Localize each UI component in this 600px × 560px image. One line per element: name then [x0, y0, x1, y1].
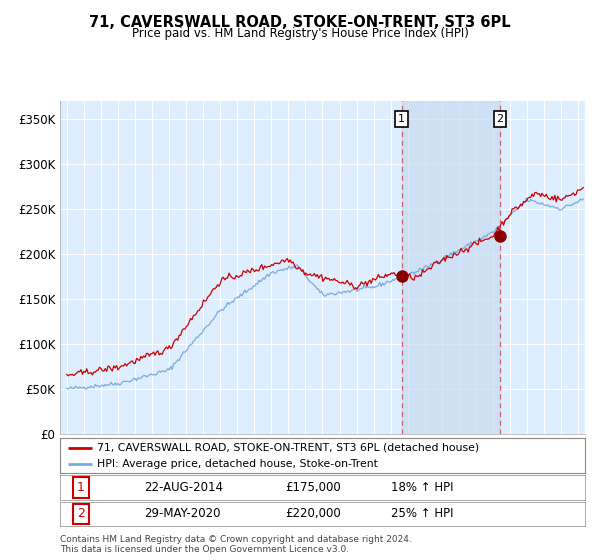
Text: 71, CAVERSWALL ROAD, STOKE-ON-TRENT, ST3 6PL (detached house): 71, CAVERSWALL ROAD, STOKE-ON-TRENT, ST3…: [97, 442, 479, 452]
Text: 1: 1: [398, 114, 405, 124]
Text: 2: 2: [77, 507, 85, 520]
Text: Contains HM Land Registry data © Crown copyright and database right 2024.
This d: Contains HM Land Registry data © Crown c…: [60, 535, 412, 554]
Text: Price paid vs. HM Land Registry's House Price Index (HPI): Price paid vs. HM Land Registry's House …: [131, 27, 469, 40]
Text: 1: 1: [77, 481, 85, 494]
Text: £220,000: £220,000: [286, 507, 341, 520]
Text: 2: 2: [497, 114, 503, 124]
Text: HPI: Average price, detached house, Stoke-on-Trent: HPI: Average price, detached house, Stok…: [97, 459, 377, 469]
Bar: [401, 101, 500, 434]
Text: 22-AUG-2014: 22-AUG-2014: [144, 481, 223, 494]
Text: 25% ↑ HPI: 25% ↑ HPI: [391, 507, 453, 520]
Text: £175,000: £175,000: [286, 481, 341, 494]
Text: 71, CAVERSWALL ROAD, STOKE-ON-TRENT, ST3 6PL: 71, CAVERSWALL ROAD, STOKE-ON-TRENT, ST3…: [89, 15, 511, 30]
Text: 18% ↑ HPI: 18% ↑ HPI: [391, 481, 453, 494]
Text: 29-MAY-2020: 29-MAY-2020: [144, 507, 221, 520]
